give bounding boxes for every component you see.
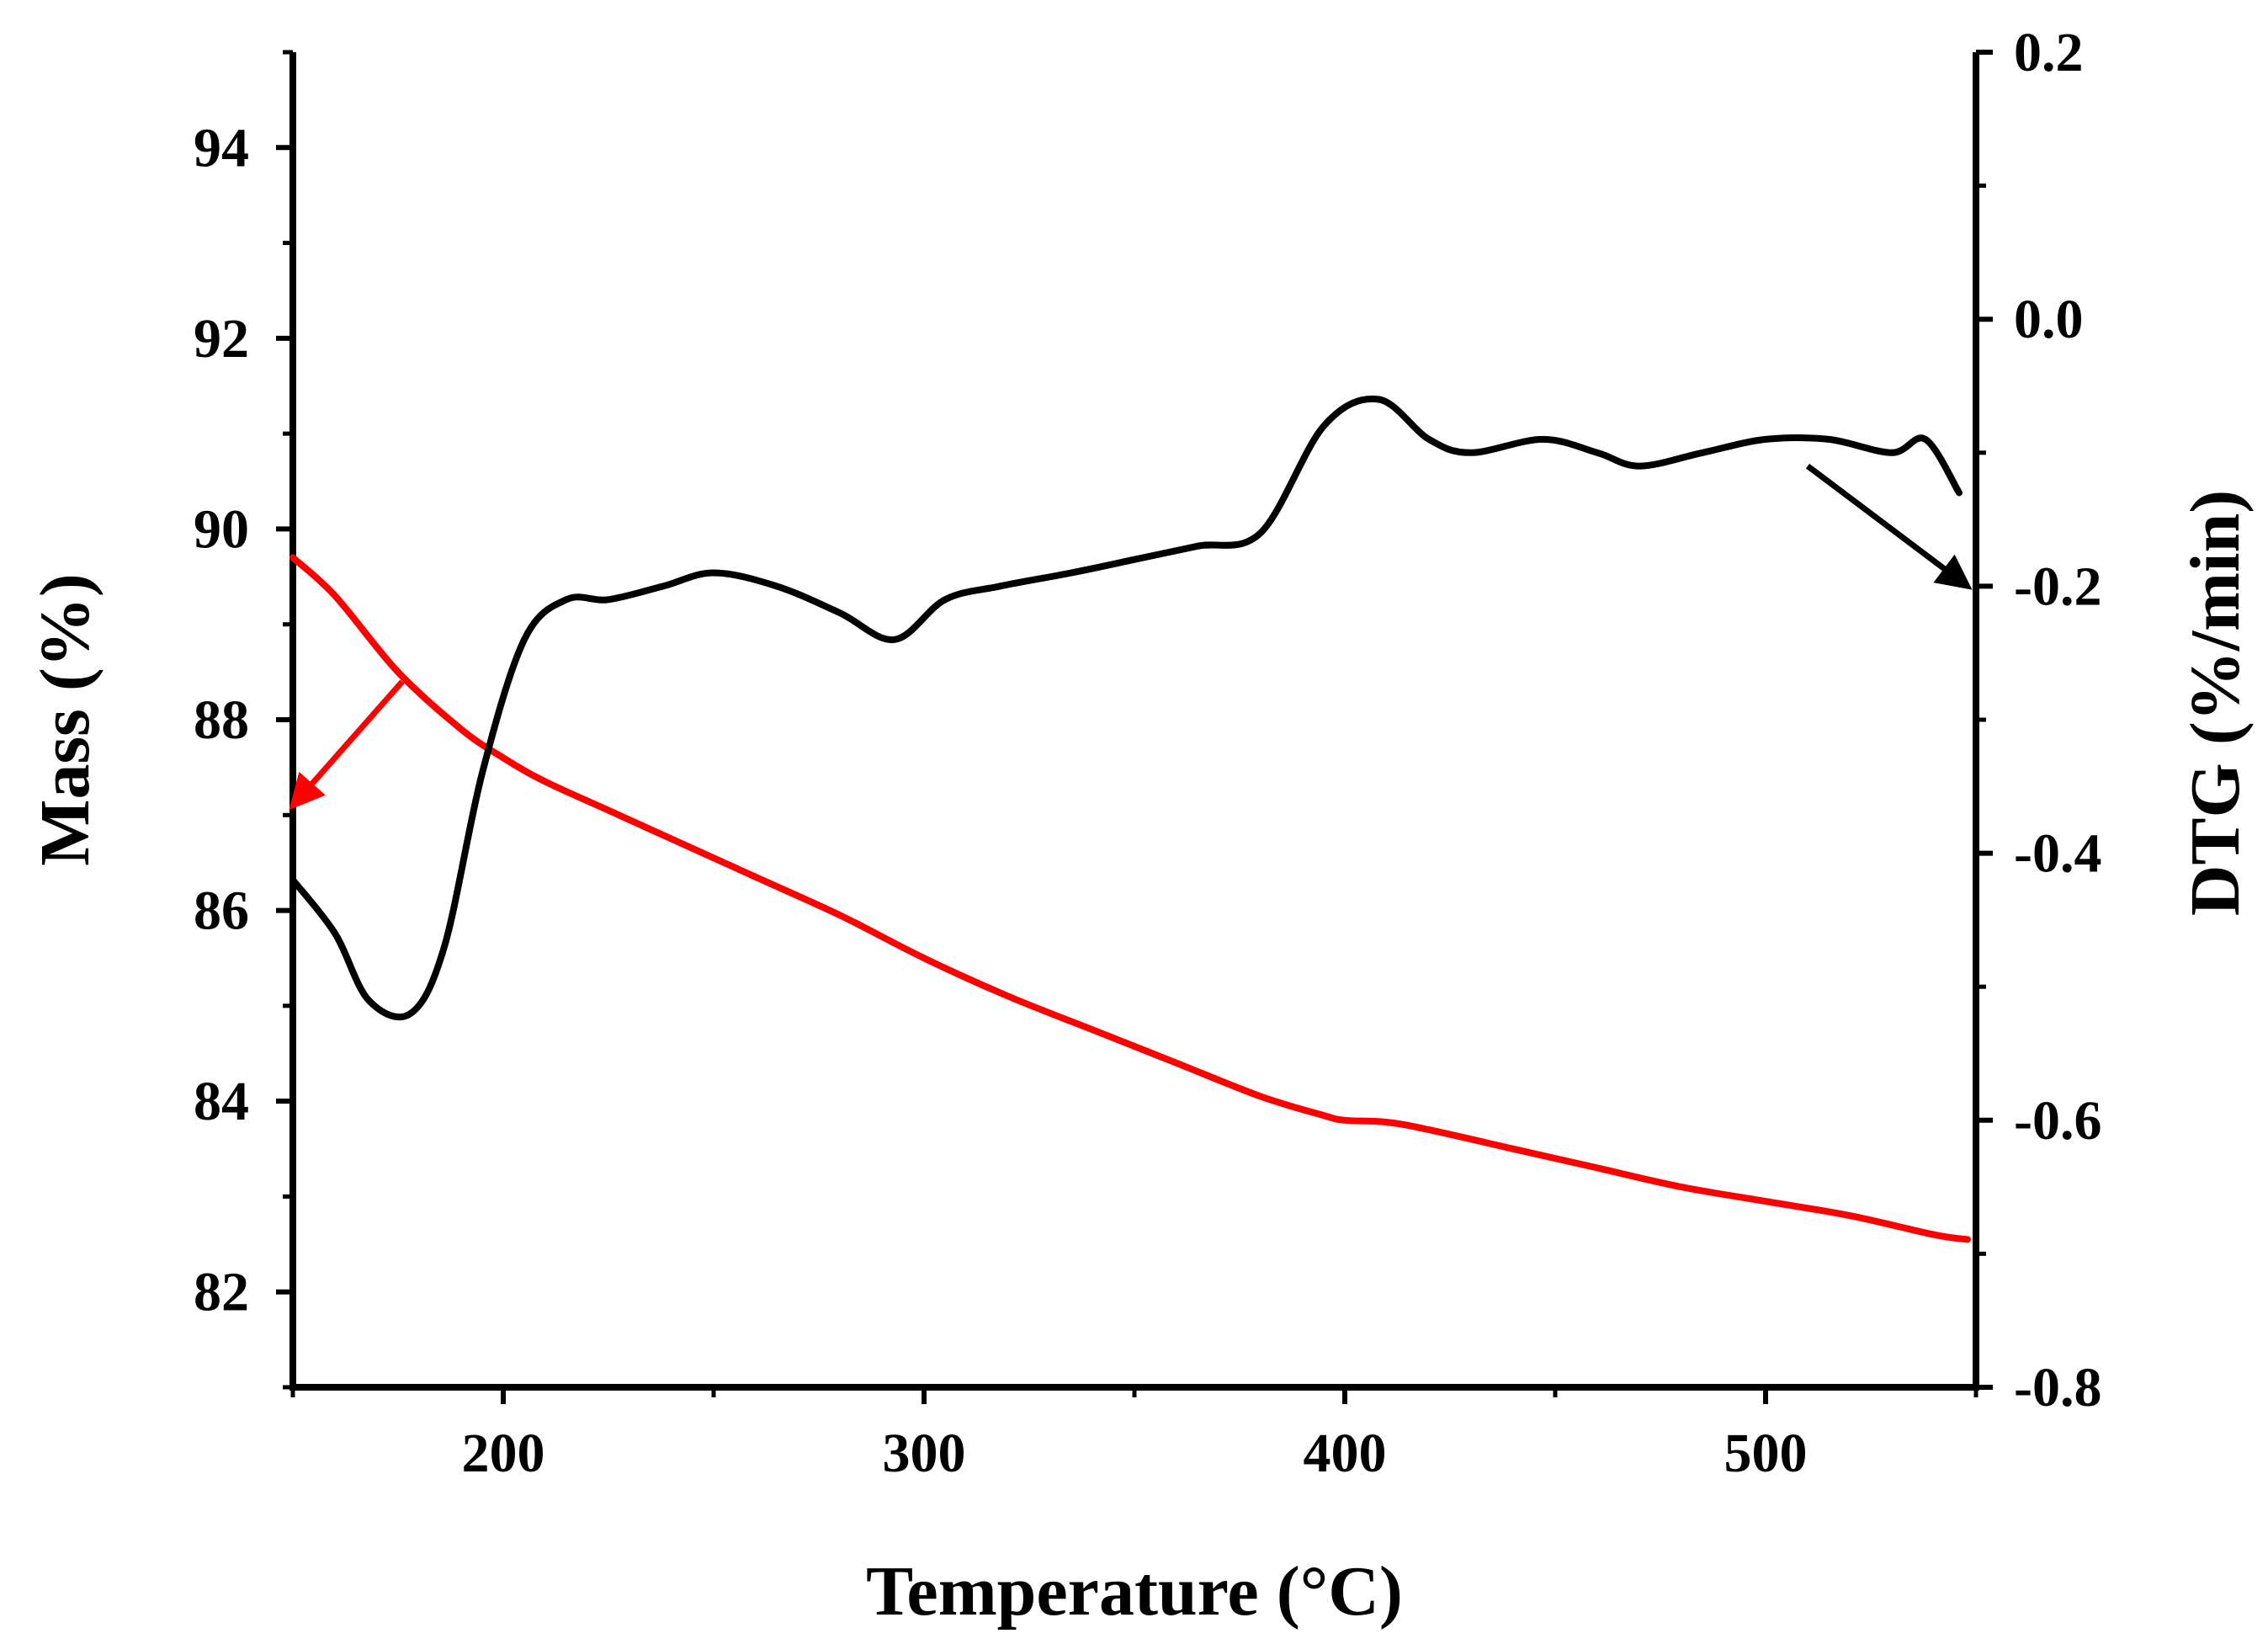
annotation-arrows	[289, 463, 1973, 811]
y-right-tick-label--0.6: -0.6	[2014, 1090, 2101, 1152]
plot-frame	[289, 52, 1979, 1391]
y-left-tick-label-92: 92	[194, 308, 249, 370]
y-right-tick-label-0.0: 0.0	[2014, 289, 2084, 350]
x-tick-label-400: 400	[1304, 1423, 1387, 1484]
y-left-tick-label-90: 90	[194, 498, 249, 560]
y-left-tick-label-88: 88	[194, 689, 249, 751]
y-right-tick-label--0.2: -0.2	[2014, 556, 2101, 617]
y-right-axis-title: DTG (%/min)	[2176, 490, 2255, 916]
mass-series-line	[289, 554, 1971, 1243]
dtg-axis-arrow	[1805, 463, 1973, 590]
x-tick-label-200: 200	[462, 1423, 545, 1484]
x-tick-label-500: 500	[1724, 1423, 1808, 1484]
y-left-tick-label-94: 94	[194, 117, 249, 178]
x-axis-title: Temperature (°C)	[866, 1552, 1403, 1631]
axis-tick-labels: 200 300 400 500 82 84 86 88 90 92 94 0.2 0.0 -0.2 -0.4…	[194, 22, 2101, 1484]
y-left-tick-label-82: 82	[194, 1262, 249, 1323]
y-right-tick-label-0.2: 0.2	[2014, 22, 2084, 83]
axis-ticks	[276, 50, 1993, 1404]
x-tick-label-300: 300	[883, 1423, 966, 1484]
y-right-tick-label--0.8: -0.8	[2014, 1357, 2101, 1418]
y-left-tick-label-86: 86	[194, 881, 249, 942]
y-right-tick-label--0.4: -0.4	[2014, 823, 2101, 885]
data-series	[289, 395, 1971, 1243]
dtg-series-line	[289, 395, 1963, 1021]
y-left-axis-title: Mass (%)	[26, 573, 104, 866]
mass-axis-arrow	[289, 679, 405, 811]
y-left-tick-label-84: 84	[194, 1071, 249, 1132]
